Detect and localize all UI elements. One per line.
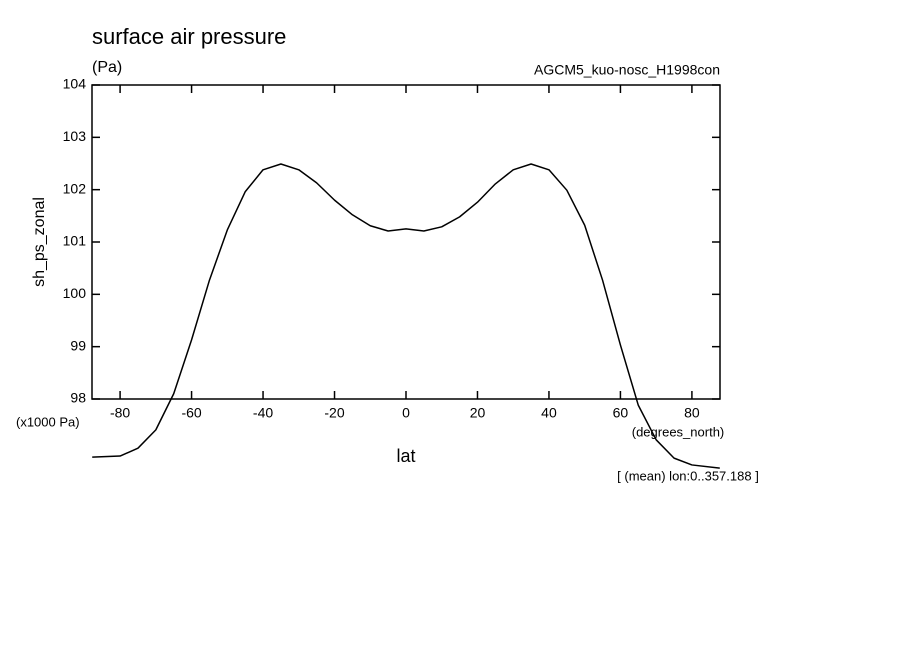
x-tick-label: 0 (402, 405, 410, 421)
y-tick-label: 98 (70, 390, 86, 406)
units: (Pa) (92, 59, 122, 76)
experiment: AGCM5_kuo-nosc_H1998con (534, 62, 720, 78)
y-axis-label: sh_ps_zonal (31, 197, 48, 287)
x-units-label: (degrees_north) (632, 424, 725, 439)
x-axis-label: lat (396, 446, 415, 466)
y-tick-label: 103 (63, 128, 87, 144)
x-tick-label: 80 (684, 405, 700, 421)
y-tick-label: 104 (63, 76, 87, 92)
x-tick-label: -20 (324, 405, 344, 421)
data-line (92, 163, 720, 469)
x-tick-label: 60 (613, 405, 629, 421)
y-scale-label: (x1000 Pa) (16, 414, 80, 429)
y-tick-label: 101 (63, 233, 87, 249)
chart-title: surface air pressure (92, 24, 286, 49)
y-tick-label: 100 (63, 285, 87, 301)
x-tick-label: -80 (110, 405, 130, 421)
y-tick-label: 99 (70, 337, 86, 353)
x-tick-label: 20 (470, 405, 486, 421)
y-tick-label: 102 (63, 180, 87, 196)
plot-frame (91, 84, 721, 400)
note: [ (mean) lon:0..357.188 ] (617, 468, 759, 483)
x-tick-label: 40 (541, 405, 557, 421)
x-tick-label: -60 (181, 405, 201, 421)
x-tick-label: -40 (253, 405, 273, 421)
